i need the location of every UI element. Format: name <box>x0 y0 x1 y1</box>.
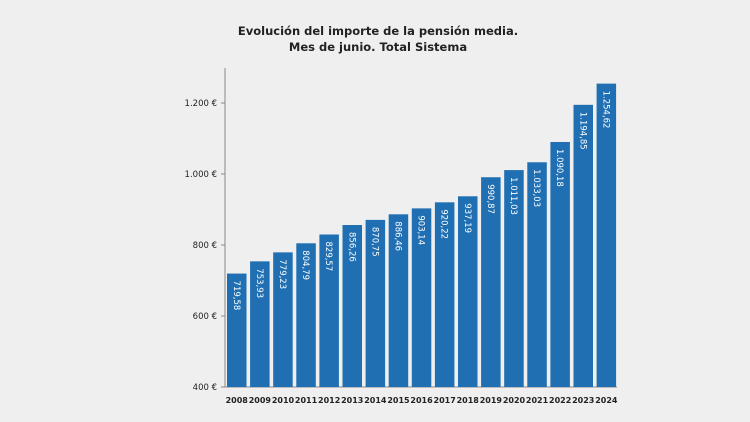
bar-2022 <box>550 141 570 387</box>
y-tick-label: 1.000 € <box>185 170 217 180</box>
bar-2011 <box>296 243 316 387</box>
bar-2020 <box>504 170 524 387</box>
data-label: 753,93 <box>254 268 264 298</box>
x-tick-label: 2023 <box>572 396 594 405</box>
data-label: 856,26 <box>346 232 356 262</box>
bar-2014 <box>365 219 386 387</box>
y-tick-label: 600 € <box>193 312 217 322</box>
bar-2009 <box>250 261 270 387</box>
bar-2010 <box>273 252 293 387</box>
x-tick-label: 2014 <box>364 396 387 405</box>
bar-2024 <box>596 83 617 388</box>
x-tick-label: 2011 <box>295 396 318 405</box>
bar-2013 <box>342 225 362 387</box>
x-tick-label: 2024 <box>595 396 618 405</box>
data-label: 804,79 <box>300 250 310 280</box>
x-tick-label: 2013 <box>341 396 363 405</box>
data-label: 886,46 <box>392 221 402 251</box>
chart-title-line-1: Evolución del importe de la pensión medi… <box>238 24 518 38</box>
bar-2018 <box>458 196 478 387</box>
x-tick-label: 2021 <box>526 396 549 405</box>
data-label: 903,14 <box>416 215 426 245</box>
x-tick-label: 2012 <box>318 396 340 405</box>
x-tick-label: 2009 <box>249 396 272 405</box>
y-tick-label: 400 € <box>193 383 217 393</box>
bar-2019 <box>481 177 501 387</box>
bar-2008 <box>227 273 247 387</box>
data-label: 1.194,85 <box>577 112 587 150</box>
x-tick-label: 2015 <box>387 396 410 405</box>
data-label: 779,23 <box>277 259 287 289</box>
bar-2016 <box>411 208 432 387</box>
x-tick-label: 2016 <box>410 396 433 405</box>
data-label: 1.033,03 <box>531 169 541 207</box>
bar-2012 <box>319 234 339 387</box>
data-label: 990,87 <box>485 184 495 214</box>
data-label: 920,22 <box>439 209 449 239</box>
x-tick-label: 2017 <box>434 396 456 405</box>
x-tick-label: 2018 <box>457 396 480 405</box>
y-tick-label: 1.200 € <box>185 99 217 109</box>
x-tick-label: 2008 <box>226 396 249 405</box>
data-label: 870,75 <box>369 227 379 257</box>
data-label: 1.090,18 <box>554 149 564 187</box>
bar-2023 <box>573 104 593 387</box>
x-tick-label: 2022 <box>549 396 571 405</box>
data-label: 1.254,62 <box>600 91 610 129</box>
data-label: 1.011,03 <box>508 177 518 215</box>
bar-2021 <box>527 162 547 387</box>
bar-2015 <box>388 214 409 387</box>
x-tick-label: 2010 <box>272 396 295 405</box>
data-label: 829,57 <box>323 242 333 272</box>
bar-2017 <box>434 202 455 387</box>
data-label: 937,19 <box>462 203 472 233</box>
data-label: 719,58 <box>231 281 241 311</box>
y-tick-label: 800 € <box>193 241 217 251</box>
chart-title-line-2: Mes de junio. Total Sistema <box>289 40 467 54</box>
x-tick-label: 2020 <box>503 396 526 405</box>
x-tick-label: 2019 <box>480 396 503 405</box>
